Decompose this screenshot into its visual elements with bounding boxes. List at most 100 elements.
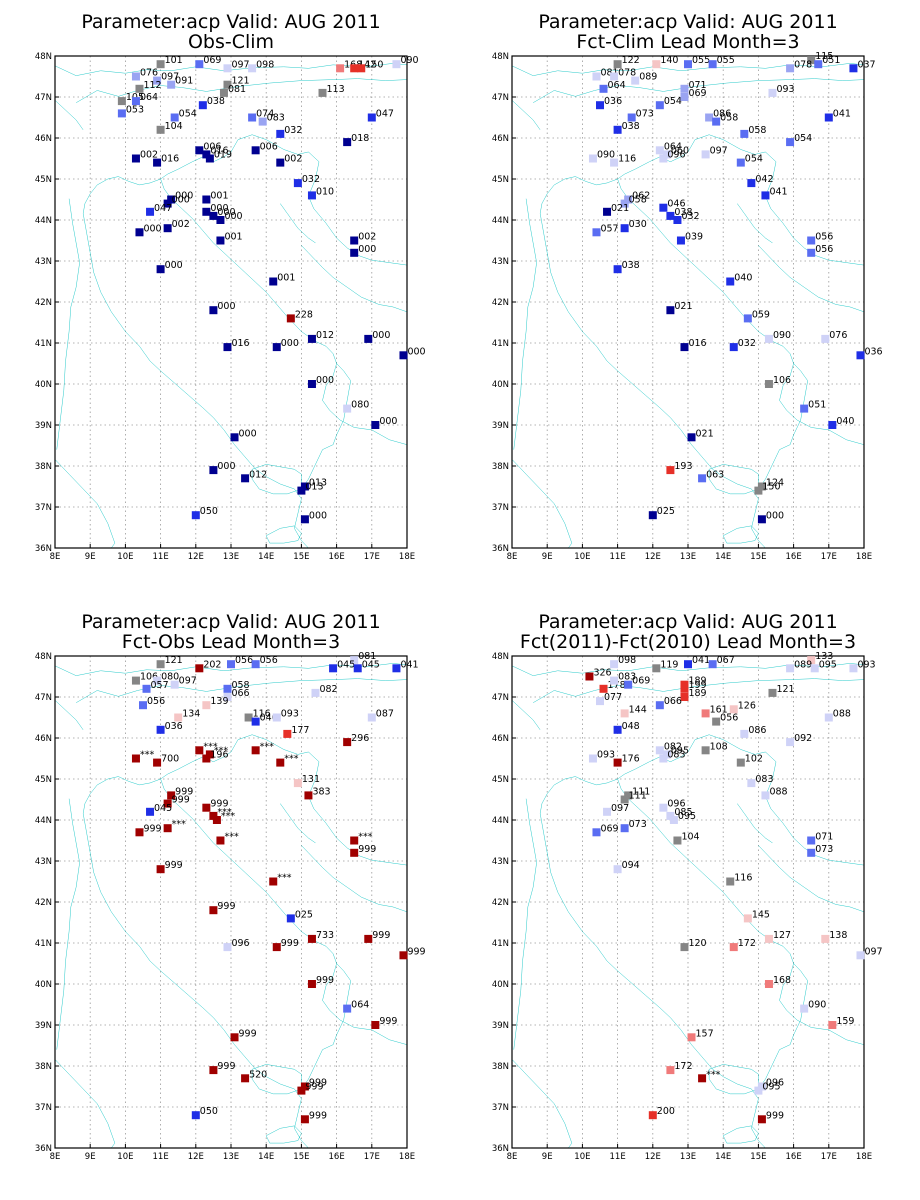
y-tick-label: 39N (492, 421, 509, 431)
station-label: 038 (207, 96, 225, 107)
station-marker (223, 80, 232, 89)
station-marker (117, 109, 126, 118)
station-label: 067 (717, 655, 735, 666)
y-tick-label: 38N (492, 462, 509, 472)
station-label: 999 (379, 1016, 397, 1027)
station-marker (627, 113, 636, 122)
station-label: 041 (769, 186, 787, 197)
station-marker (849, 664, 858, 673)
station-label: 032 (284, 125, 302, 136)
station-label: 013 (309, 478, 327, 489)
station-marker (800, 1004, 809, 1013)
station-label: 082 (664, 741, 682, 752)
station-label: 016 (231, 338, 249, 349)
station-label: 097 (161, 72, 179, 83)
panel-title: Parameter:acp Valid: AUG 2011 (538, 11, 837, 33)
station-marker (747, 779, 756, 788)
station-label: 999 (143, 823, 161, 834)
station-marker (768, 88, 777, 97)
station-marker (307, 191, 316, 200)
station-marker (142, 684, 151, 693)
station-marker (662, 150, 671, 159)
station-label: 078 (794, 59, 812, 70)
y-tick-label: 37N (35, 503, 52, 513)
station-label: 189 (688, 676, 706, 687)
station-label: 093 (776, 84, 794, 95)
station-label: 013 (305, 482, 323, 493)
x-tick-label: 10E (574, 1152, 590, 1162)
station-marker (163, 199, 172, 208)
station-marker (191, 1111, 200, 1120)
station-label: 111 (629, 791, 647, 802)
station-marker (659, 803, 668, 812)
station-label: 296 (351, 733, 369, 744)
station-marker (283, 729, 292, 738)
station-marker (131, 676, 140, 685)
station-marker (666, 306, 675, 315)
station-label: *** (358, 832, 373, 843)
x-tick-label: 16E (786, 552, 802, 562)
station-label: 016 (161, 154, 179, 165)
station-label: 021 (674, 301, 692, 312)
station-label: 999 (305, 1082, 323, 1093)
x-tick-label: 12E (645, 1152, 661, 1162)
station-marker (676, 236, 685, 245)
station-label: 001 (210, 191, 228, 202)
station-label: 036 (604, 96, 622, 107)
station-marker (807, 836, 816, 845)
station-label: 000 (358, 244, 376, 255)
station-label: 063 (706, 469, 724, 480)
x-tick-label: 8E (507, 552, 518, 562)
panel-title: Parameter:acp Valid: AUG 2011 (81, 11, 380, 33)
station-marker (329, 664, 338, 673)
station-marker (170, 113, 179, 122)
station-label: *** (172, 819, 187, 830)
station-label: 056 (260, 655, 278, 666)
station-marker (588, 754, 597, 763)
station-label: 106 (140, 672, 158, 683)
station-marker (307, 980, 316, 988)
station-label: 106 (773, 375, 791, 386)
station-marker (648, 511, 657, 520)
gridlines (55, 56, 407, 548)
station-marker (230, 433, 239, 442)
station-marker (135, 84, 144, 93)
station-marker (740, 729, 749, 738)
station-label: 094 (622, 860, 640, 871)
station-label: *** (203, 741, 218, 752)
station-label: 074 (256, 109, 274, 120)
station-label: 097 (864, 946, 882, 957)
station-label: *** (221, 811, 236, 822)
station-label: 048 (622, 721, 640, 732)
station-label: 069 (632, 676, 650, 687)
station-marker (659, 203, 668, 212)
panel-title: Parameter:acp Valid: AUG 2011 (538, 611, 837, 633)
station-marker (624, 195, 633, 204)
station-label: 086 (713, 109, 731, 120)
station-label: 058 (629, 195, 647, 206)
y-tick-label: 46N (35, 734, 52, 744)
station-label: 058 (748, 125, 766, 136)
station-label: 999 (175, 786, 193, 797)
station-marker (631, 76, 640, 85)
y-tick-label: 48N (492, 652, 509, 662)
panel-title: Parameter:acp Valid: AUG 2011 (81, 611, 380, 633)
station-label: 082 (319, 684, 337, 695)
x-tick-label: 16E (329, 552, 345, 562)
station-label: 000 (172, 195, 190, 206)
station-marker (620, 824, 629, 833)
station-label: 999 (281, 938, 299, 949)
x-tick-label: 8E (507, 1152, 518, 1162)
station-markers: 1010760970911121050640530541040690970981… (117, 55, 426, 524)
station-marker (596, 101, 604, 110)
station-marker (269, 277, 278, 286)
station-marker (209, 906, 218, 915)
station-marker (272, 343, 281, 352)
x-tick-label: 16E (786, 1152, 802, 1162)
station-marker (599, 684, 608, 693)
station-marker (350, 848, 359, 857)
station-marker (212, 816, 221, 824)
station-label: 057 (600, 223, 618, 234)
station-marker (167, 791, 176, 800)
station-label: 098 (618, 655, 636, 666)
